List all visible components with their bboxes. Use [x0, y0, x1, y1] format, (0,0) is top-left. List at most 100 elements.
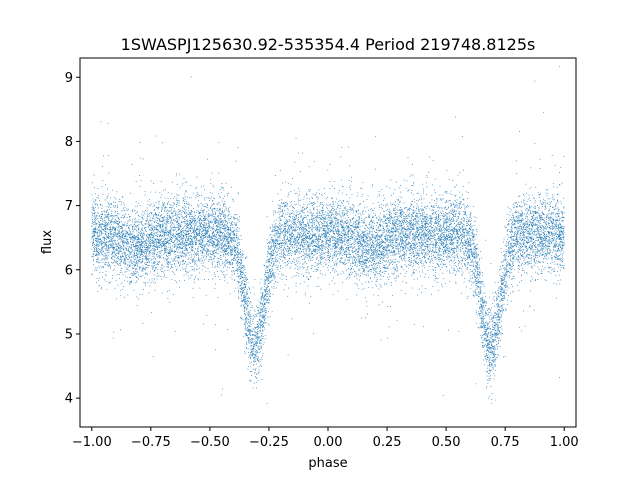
- scatter-point: [195, 224, 197, 226]
- scatter-point: [409, 206, 411, 208]
- scatter-point: [286, 239, 288, 240]
- scatter-point: [139, 258, 141, 260]
- scatter-point: [497, 310, 499, 311]
- scatter-point: [332, 236, 334, 237]
- scatter-point: [131, 225, 133, 227]
- scatter-point: [179, 235, 181, 237]
- scatter-point: [133, 262, 135, 264]
- scatter-point: [123, 235, 125, 237]
- scatter-point: [234, 247, 236, 249]
- scatter-point: [166, 226, 168, 228]
- scatter-point: [488, 308, 490, 309]
- scatter-point: [343, 233, 345, 235]
- scatter-point: [422, 218, 424, 220]
- scatter-point: [238, 281, 239, 282]
- scatter-point: [375, 254, 377, 256]
- scatter-point: [363, 210, 364, 211]
- scatter-point: [184, 246, 186, 248]
- scatter-point: [285, 249, 287, 250]
- scatter-point: [435, 276, 437, 277]
- scatter-point: [397, 219, 398, 221]
- scatter-point: [378, 242, 380, 244]
- scatter-point: [399, 212, 401, 214]
- scatter-point: [147, 267, 149, 268]
- scatter-point: [249, 355, 251, 356]
- scatter-point: [411, 204, 412, 205]
- scatter-point: [457, 242, 459, 244]
- scatter-point: [317, 244, 319, 246]
- scatter-point: [166, 247, 168, 249]
- scatter-point: [362, 237, 364, 238]
- scatter-point: [182, 261, 184, 263]
- scatter-point: [341, 227, 342, 229]
- scatter-point: [267, 285, 269, 287]
- scatter-point: [167, 219, 169, 220]
- scatter-point: [560, 249, 562, 251]
- scatter-point: [163, 259, 165, 261]
- scatter-point: [326, 246, 328, 248]
- scatter-point: [448, 247, 450, 249]
- scatter-point: [153, 209, 155, 210]
- scatter-point: [262, 310, 264, 312]
- scatter-point: [285, 228, 287, 229]
- scatter-point: [187, 233, 189, 235]
- scatter-point: [257, 342, 259, 344]
- scatter-point: [284, 239, 285, 240]
- scatter-point: [276, 229, 278, 231]
- scatter-point: [217, 226, 219, 228]
- scatter-point: [323, 188, 325, 189]
- scatter-point: [426, 223, 427, 225]
- scatter-point: [368, 266, 370, 268]
- scatter-point: [502, 282, 504, 284]
- scatter-point: [395, 239, 397, 241]
- scatter-point: [555, 224, 557, 226]
- scatter-point: [409, 221, 411, 222]
- scatter-point: [516, 221, 518, 223]
- scatter-point: [278, 217, 280, 219]
- scatter-point: [237, 273, 239, 274]
- scatter-point: [388, 242, 390, 243]
- scatter-point: [561, 203, 562, 204]
- scatter-point: [261, 340, 263, 342]
- scatter-point: [408, 210, 410, 211]
- scatter-point: [560, 259, 562, 261]
- scatter-point: [346, 228, 348, 230]
- scatter-point: [550, 231, 552, 233]
- scatter-point: [408, 237, 410, 239]
- scatter-point: [380, 253, 382, 255]
- scatter-point: [107, 223, 108, 225]
- scatter-point: [156, 238, 158, 240]
- scatter-point: [100, 225, 102, 227]
- scatter-point: [289, 261, 291, 263]
- scatter-point: [300, 256, 302, 258]
- scatter-point: [365, 211, 367, 213]
- scatter-point: [137, 236, 139, 238]
- scatter-point: [92, 235, 94, 237]
- scatter-point: [125, 255, 127, 256]
- scatter-point: [403, 254, 405, 255]
- scatter-point: [188, 230, 189, 232]
- scatter-point: [478, 313, 480, 314]
- scatter-point: [493, 378, 495, 380]
- scatter-point: [93, 264, 95, 266]
- scatter-point: [137, 266, 139, 267]
- scatter-point: [445, 231, 447, 233]
- scatter-point: [465, 242, 467, 244]
- scatter-point: [363, 268, 365, 270]
- scatter-point: [172, 226, 174, 228]
- scatter-point: [298, 214, 300, 216]
- scatter-point: [430, 223, 432, 224]
- scatter-point: [269, 281, 270, 283]
- scatter-point: [283, 229, 285, 231]
- scatter-point: [95, 204, 96, 206]
- scatter-point: [225, 235, 227, 237]
- scatter-point: [342, 224, 344, 226]
- scatter-point: [510, 265, 511, 266]
- scatter-point: [117, 250, 119, 252]
- scatter-point: [180, 233, 182, 235]
- scatter-point: [186, 248, 188, 250]
- scatter-point: [351, 231, 353, 233]
- scatter-point: [147, 259, 149, 261]
- scatter-point: [352, 252, 353, 254]
- scatter-point: [120, 261, 122, 263]
